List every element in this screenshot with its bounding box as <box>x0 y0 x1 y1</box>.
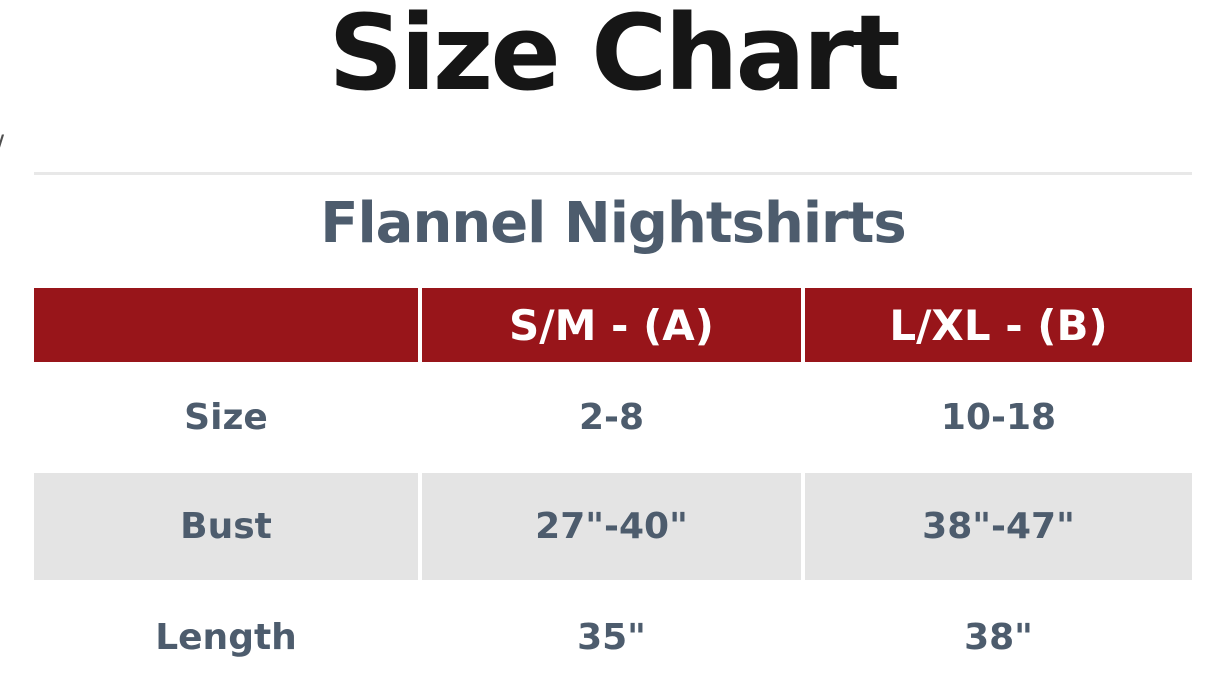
table-row-size: Size 2-8 10-18 <box>34 362 1192 473</box>
length-value-sm: 35" <box>422 580 801 694</box>
table-row-bust: Bust 27"-40" 38"-47" <box>34 473 1192 580</box>
header-cell-empty <box>34 288 418 362</box>
size-value-lxl: 10-18 <box>805 362 1192 473</box>
bust-value-sm: 27"-40" <box>422 473 801 580</box>
row-label-size: Size <box>34 362 418 473</box>
size-table: S/M - (A) L/XL - (B) Size 2-8 10-18 Bust… <box>34 288 1192 694</box>
length-value-lxl: 38" <box>805 580 1192 694</box>
header-cell-sm-a: S/M - (A) <box>422 288 801 362</box>
table-row-length: Length 35" 38" <box>34 580 1192 694</box>
bust-value-lxl: 38"-47" <box>805 473 1192 580</box>
row-label-length: Length <box>34 580 418 694</box>
cropped-text-fragment: / <box>0 130 4 161</box>
size-chart-page: Size Chart Flannel Nightshirts S/M - (A)… <box>34 0 1192 694</box>
page-title: Size Chart <box>328 0 900 114</box>
table-header-row: S/M - (A) L/XL - (B) <box>34 288 1192 362</box>
title-divider <box>34 172 1192 175</box>
row-label-bust: Bust <box>34 473 418 580</box>
header-cell-lxl-b: L/XL - (B) <box>805 288 1192 362</box>
size-value-sm: 2-8 <box>422 362 801 473</box>
product-section-title: Flannel Nightshirts <box>320 191 907 256</box>
